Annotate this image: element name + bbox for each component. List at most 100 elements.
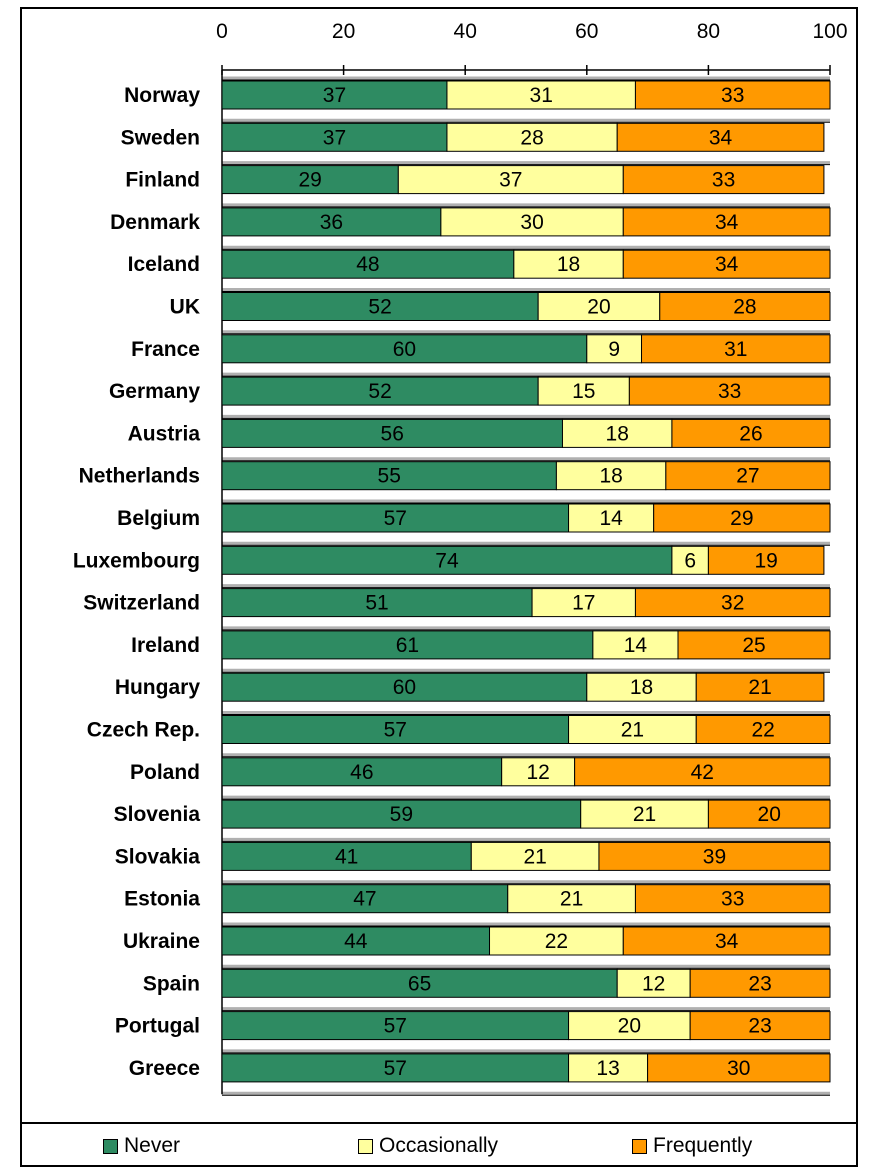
bar-segment-frequently	[616, 122, 825, 152]
data-label: 28	[520, 126, 543, 149]
bar-segment-frequently	[634, 588, 831, 618]
bar-segment-occasionally	[537, 292, 661, 321]
bar-segment-frequently	[622, 165, 825, 195]
bar-segment-never	[221, 1053, 570, 1083]
bar-segment-occasionally	[537, 376, 630, 406]
data-label: 25	[742, 634, 765, 657]
x-tick-label: 100	[812, 20, 847, 43]
data-label: 65	[408, 972, 431, 995]
legend-swatch-frequently	[632, 1138, 647, 1154]
data-label: 57	[384, 507, 407, 530]
bar-segment-never	[221, 926, 491, 956]
legend-swatch-never	[103, 1138, 118, 1154]
data-label: 52	[368, 296, 391, 319]
x-tick-label: 60	[575, 20, 598, 43]
data-label: 41	[335, 845, 358, 868]
data-label: 34	[715, 253, 739, 276]
data-label: 34	[715, 211, 739, 234]
x-tick-label: 40	[454, 20, 477, 43]
bar-segment-frequently	[695, 715, 831, 744]
data-label: 33	[718, 380, 741, 403]
data-label: 52	[368, 380, 391, 403]
category-label: France	[131, 338, 200, 361]
data-label: 74	[435, 549, 459, 572]
bar-segment-frequently	[647, 1053, 831, 1083]
category-label: Greece	[129, 1057, 200, 1080]
category-label: Slovenia	[114, 803, 201, 826]
category-label: Poland	[130, 761, 200, 784]
category-label: Germany	[109, 380, 200, 403]
bar-segment-never	[221, 884, 509, 914]
bar-segment-occasionally	[568, 503, 655, 533]
data-label: 20	[758, 803, 781, 826]
bar-segment-frequently	[622, 249, 831, 279]
data-label: 6	[684, 549, 696, 572]
data-label: 23	[748, 972, 771, 995]
data-label: 37	[323, 84, 346, 107]
x-tick-label: 80	[697, 20, 720, 43]
data-label: 17	[572, 592, 595, 615]
bar-segment-occasionally	[586, 672, 697, 702]
bar-segment-frequently	[689, 968, 831, 998]
bar-segment-never	[221, 292, 539, 321]
category-label: Norway	[124, 84, 200, 107]
data-label: 57	[384, 1015, 407, 1038]
data-label: 21	[560, 888, 583, 911]
data-label: 44	[344, 930, 368, 953]
category-label: Portugal	[115, 1015, 200, 1038]
bar-segment-occasionally	[501, 757, 576, 787]
bar-segment-frequently	[634, 80, 831, 110]
bar-segment-frequently	[641, 334, 831, 364]
data-label: 15	[572, 380, 595, 403]
category-label: Sweden	[121, 126, 200, 149]
bar-segment-occasionally	[592, 630, 679, 660]
x-tick-label: 20	[332, 20, 355, 43]
bar-segment-frequently	[695, 672, 825, 702]
category-label: Czech Rep.	[87, 719, 200, 742]
data-label: 20	[587, 296, 610, 319]
data-label: 12	[642, 972, 665, 995]
data-label: 57	[384, 719, 407, 742]
bar-segment-frequently	[707, 545, 825, 575]
data-label: 13	[596, 1057, 619, 1080]
bar-segment-occasionally	[397, 165, 624, 195]
bar-segment-never	[221, 1011, 570, 1041]
data-label: 39	[703, 845, 726, 868]
data-label: 27	[736, 465, 759, 488]
data-label: 46	[350, 761, 373, 784]
bar-segment-occasionally	[513, 249, 624, 279]
bar-segment-never	[221, 334, 588, 364]
legend: Never Occasionally Frequently	[20, 1122, 858, 1167]
bar-segment-occasionally	[446, 122, 618, 152]
bar-segment-never	[221, 249, 515, 279]
category-label: Switzerland	[83, 592, 200, 615]
data-label: 22	[545, 930, 568, 953]
category-label: Luxembourg	[73, 549, 200, 572]
data-label: 19	[754, 549, 777, 572]
bar-segment-frequently	[665, 461, 831, 491]
bar-segment-never	[221, 376, 539, 406]
bar-segment-occasionally	[470, 841, 600, 871]
bar-segment-never	[221, 207, 442, 237]
bar-segment-occasionally	[568, 1053, 649, 1083]
data-label: 18	[630, 676, 653, 699]
bar-segment-frequently	[689, 1011, 831, 1041]
data-label: 61	[396, 634, 419, 657]
data-label: 34	[715, 930, 739, 953]
data-label: 60	[393, 338, 416, 361]
bar-segment-occasionally	[507, 884, 636, 914]
bar-segment-occasionally	[580, 799, 709, 829]
bar-segment-never	[221, 799, 582, 829]
data-label: 33	[712, 169, 735, 192]
bar-segment-frequently	[671, 418, 831, 448]
data-label: 9	[608, 338, 620, 361]
bar-segment-frequently	[574, 757, 831, 787]
data-label: 18	[606, 422, 629, 445]
category-label: UK	[170, 296, 200, 319]
data-label: 55	[378, 465, 401, 488]
data-label: 32	[721, 592, 744, 615]
legend-label-occasionally: Occasionally	[379, 1134, 499, 1157]
category-label: Denmark	[110, 211, 200, 234]
data-label: 21	[633, 803, 656, 826]
category-label: Austria	[128, 422, 201, 445]
